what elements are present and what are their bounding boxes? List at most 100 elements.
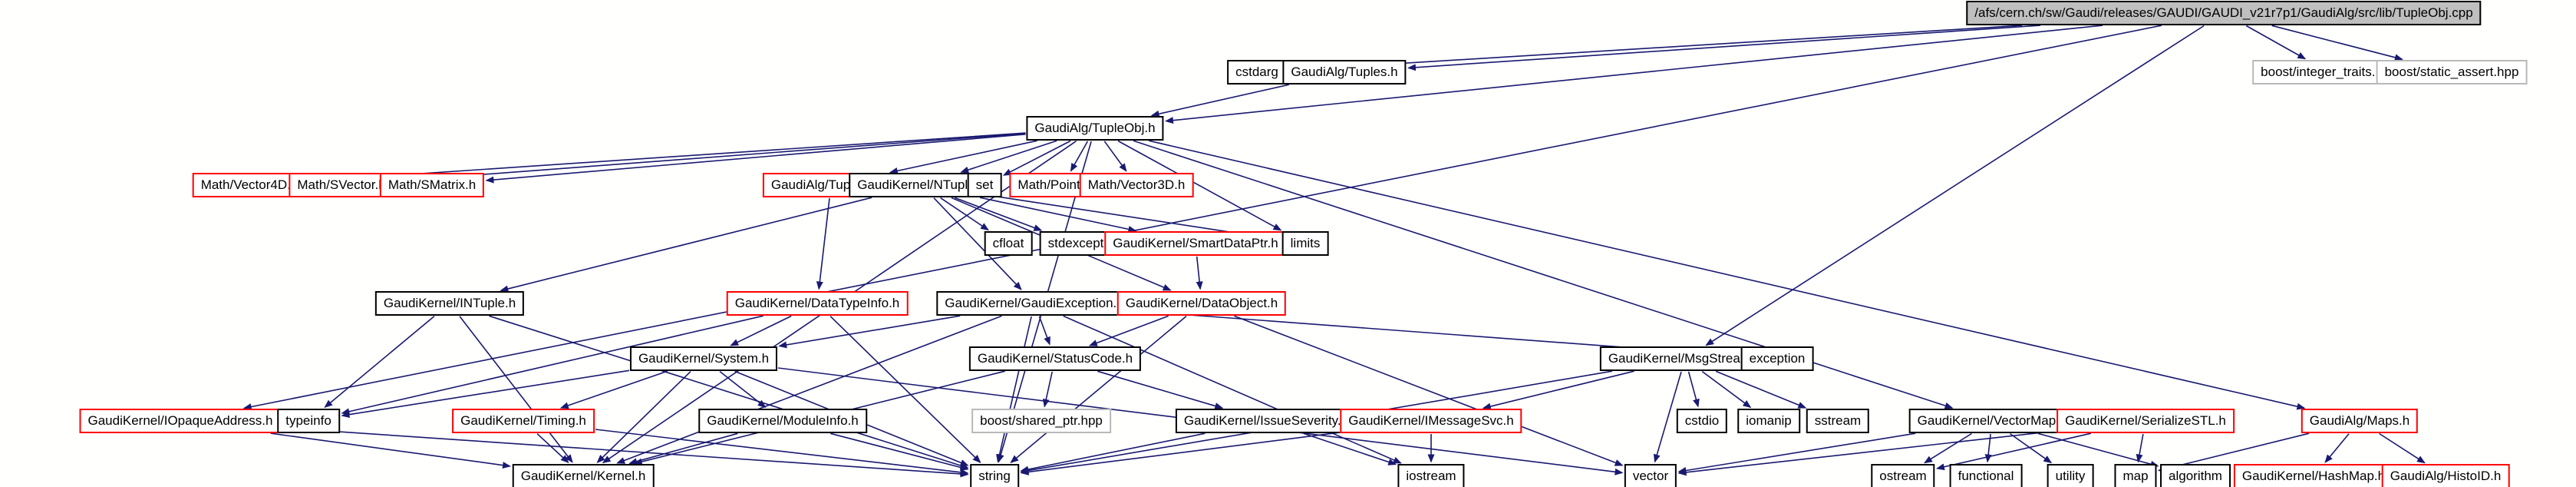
- edge-cpp-to-msgstream: [1705, 25, 2205, 346]
- node-set[interactable]: set: [967, 173, 1002, 197]
- edge-issueseverity-to-string: [1020, 432, 1206, 473]
- node-maps[interactable]: GaudiAlg/Maps.h: [2301, 409, 2419, 433]
- edge-vectormap-to-vector: [1677, 432, 1916, 474]
- node-kernel[interactable]: GaudiKernel/Kernel.h: [512, 464, 655, 487]
- edge-dataobject-to-statuscode: [1088, 315, 1169, 346]
- node-iostream[interactable]: iostream: [1397, 464, 1465, 487]
- edge-iopaqueaddress-to-kernel: [270, 432, 511, 469]
- node-svector[interactable]: Math/SVector.h: [289, 173, 394, 197]
- edge-ntuple-to-gaudiexception: [933, 197, 1022, 290]
- edge-system-to-typeinfo: [341, 369, 630, 419]
- node-exception[interactable]: exception: [1740, 346, 1814, 371]
- node-gaudiexception[interactable]: GaudiKernel/GaudiException.h: [936, 291, 1133, 316]
- node-cstdio[interactable]: cstdio: [1676, 409, 1728, 433]
- edge-tupleobj_h-to-maps: [1149, 140, 2306, 410]
- edge-gaudiexception-to-string: [996, 316, 1032, 463]
- node-intuple[interactable]: GaudiKernel/INTuple.h: [374, 291, 525, 316]
- edge-cpp-to-static_assert: [2271, 25, 2403, 61]
- edge-msgstream-to-sstream: [1715, 370, 1807, 409]
- edge-datatypeinfo-to-system: [730, 315, 792, 346]
- node-functional[interactable]: functional: [1949, 464, 2023, 487]
- node-map[interactable]: map: [2114, 464, 2157, 487]
- node-vectormap[interactable]: GaudiKernel/VectorMap.h: [1908, 409, 2076, 433]
- edge-datatypeinfo-to-typeinfo: [341, 315, 764, 416]
- node-histoid[interactable]: GaudiAlg/HistoID.h: [2381, 464, 2510, 487]
- node-utility[interactable]: utility: [2047, 464, 2094, 487]
- node-vector4d[interactable]: Math/Vector4D.h: [192, 173, 307, 197]
- node-cstdarg[interactable]: cstdarg: [1227, 60, 1287, 84]
- node-iomanip[interactable]: iomanip: [1737, 409, 1800, 433]
- edge-ntuple-to-cfloat: [940, 197, 989, 231]
- edge-tupleput-to-datatypeinfo: [816, 197, 830, 290]
- edge-statuscode-to-issueseverity: [1097, 370, 1224, 409]
- node-sstream[interactable]: sstream: [1806, 409, 1870, 433]
- edge-tuples_h-to-tupleobj_h: [1150, 84, 1289, 118]
- edge-tupleobj_h-to-svector: [395, 133, 1026, 184]
- edge-moduleinfo-to-kernel: [628, 432, 738, 465]
- edge-issueseverity-to-iostream: [1303, 432, 1397, 465]
- node-serializestl[interactable]: GaudiKernel/SerializeSTL.h: [2057, 409, 2235, 433]
- node-stdexcept[interactable]: stdexcept: [1039, 231, 1113, 256]
- edge-imessagesvc-to-string: [1020, 432, 1340, 475]
- edge-statuscode-to-shared_ptr: [1042, 371, 1053, 408]
- edge-cpp-to-iopaqueaddress: [242, 25, 2162, 410]
- edge-timing-to-string: [595, 429, 969, 476]
- node-datatypeinfo[interactable]: GaudiKernel/DataTypeInfo.h: [726, 291, 909, 316]
- edge-dataobject-to-string: [1010, 315, 1187, 464]
- edge-tupleobj_h-to-smatrix: [485, 134, 1026, 184]
- edge-gaudiexception-to-system: [778, 315, 961, 349]
- edge-msgstream-to-imessagesvc: [1482, 370, 1634, 410]
- node-algorithm[interactable]: algorithm: [2160, 464, 2231, 487]
- node-vector[interactable]: vector: [1624, 464, 1677, 487]
- edge-gaudiexception-to-statuscode: [1038, 316, 1051, 346]
- node-tuples_h[interactable]: GaudiAlg/Tuples.h: [1282, 60, 1407, 84]
- node-smartdataptr[interactable]: GaudiKernel/SmartDataPtr.h: [1104, 231, 1287, 256]
- edge-intuple-to-kernel: [459, 316, 573, 463]
- edge-serializestl-to-ostream: [1935, 432, 2091, 471]
- node-ostream[interactable]: ostream: [1871, 464, 1935, 487]
- node-vector3d[interactable]: Math/Vector3D.h: [1079, 173, 1194, 197]
- edge-cpp-to-tupleobj_h: [1165, 25, 2103, 124]
- node-shared_ptr[interactable]: boost/shared_ptr.hpp: [971, 409, 1111, 433]
- node-tupleobj_h[interactable]: GaudiAlg/TupleObj.h: [1026, 116, 1164, 141]
- node-iopaqueaddress[interactable]: GaudiKernel/IOpaqueAddress.h: [79, 409, 282, 433]
- node-system[interactable]: GaudiKernel/System.h: [629, 346, 778, 371]
- edge-ntuple-to-stdexcept: [955, 197, 1043, 231]
- node-timing[interactable]: GaudiKernel/Timing.h: [452, 409, 595, 433]
- edge-maps-to-hashmap: [2324, 433, 2350, 463]
- edge-tupleobj_h-to-limits: [1117, 140, 1282, 231]
- edge-tupleobj_h-to-vectormap: [1133, 140, 1954, 409]
- node-hashmap[interactable]: GaudiKernel/HashMap.h: [2233, 464, 2394, 487]
- edge-iopaqueaddress-to-string: [282, 427, 969, 478]
- edge-serializestl-to-map: [2136, 433, 2144, 463]
- edge-cpp-to-cstdarg: [1288, 25, 2023, 74]
- edge-system-to-timing: [559, 370, 668, 409]
- edge-msgstream-to-vector: [1653, 371, 1682, 463]
- edge-system-to-moduleinfo: [719, 370, 767, 409]
- edge-maps-to-histoid: [2379, 432, 2426, 464]
- edge-ntuple-to-intuple: [500, 197, 872, 293]
- node-cfloat[interactable]: cfloat: [984, 231, 1033, 256]
- node-moduleinfo[interactable]: GaudiKernel/ModuleInfo.h: [698, 409, 867, 433]
- node-imessagesvc[interactable]: GaudiKernel/IMessageSvc.h: [1340, 409, 1522, 433]
- node-limits[interactable]: limits: [1281, 231, 1329, 256]
- edge-datatypeinfo-to-string: [830, 316, 981, 463]
- node-smatrix[interactable]: Math/SMatrix.h: [379, 173, 485, 197]
- node-static_assert[interactable]: boost/static_assert.hpp: [2376, 60, 2528, 84]
- edge-tupleobj_h-to-point3d: [1070, 141, 1089, 172]
- node-cpp: /afs/cern.ch/sw/Gaudi/releases/GAUDI/GAU…: [1966, 1, 2482, 25]
- node-issueseverity[interactable]: GaudiKernel/IssueSeverity.h: [1175, 409, 1357, 433]
- edge-serializestl-to-vector: [1677, 430, 2057, 476]
- edge-vectormap-to-ostream: [1924, 432, 1972, 464]
- node-dataobject[interactable]: GaudiKernel/DataObject.h: [1116, 291, 1287, 316]
- edge-cpp-to-tuples_h: [1407, 25, 2040, 71]
- node-typeinfo[interactable]: typeinfo: [277, 409, 340, 433]
- edge-intuple-to-typeinfo: [324, 315, 435, 409]
- edge-tupleobj_h-to-tupleput: [889, 140, 1037, 174]
- edge-gaudiexception-to-kernel: [616, 315, 1002, 464]
- edge-system-to-kernel: [596, 371, 691, 463]
- node-string[interactable]: string: [970, 464, 1019, 487]
- node-statuscode[interactable]: GaudiKernel/StatusCode.h: [968, 346, 1142, 371]
- edge-gaudiexception-to-iostream: [1063, 315, 1402, 464]
